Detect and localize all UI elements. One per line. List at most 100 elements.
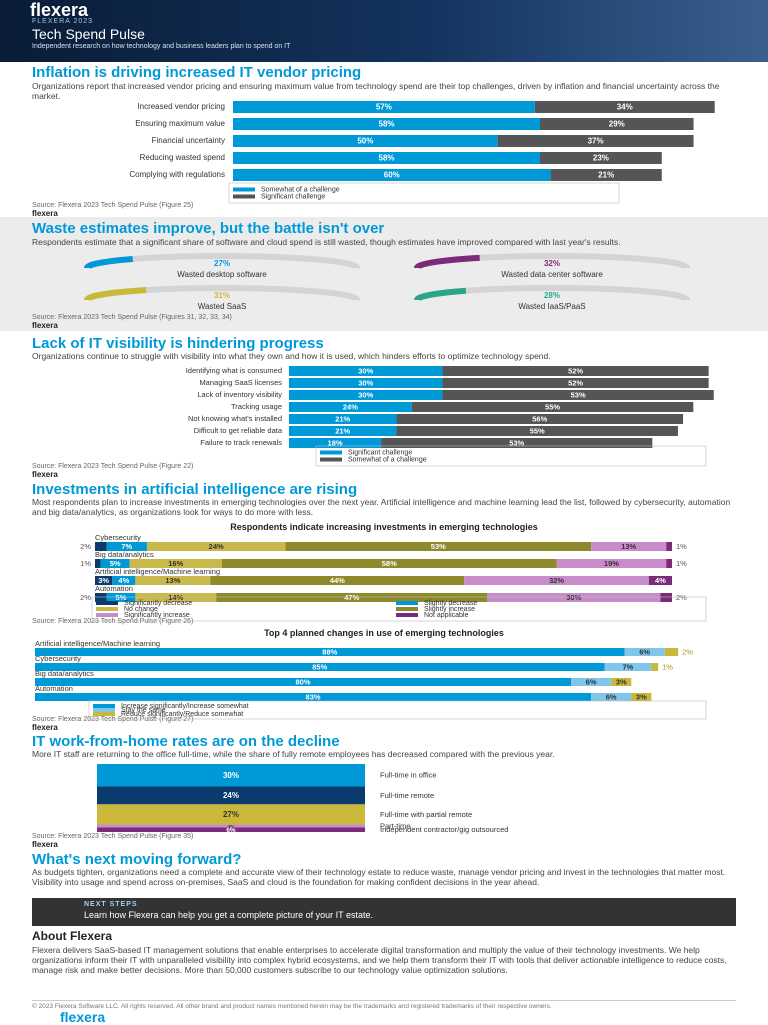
section-title: Inflation is driving increased IT vendor… bbox=[32, 64, 362, 81]
legend-label: Somewhat of a challenge bbox=[261, 186, 340, 193]
section-title: Investments in artificial intelligence a… bbox=[32, 481, 358, 498]
bar-segment bbox=[210, 576, 465, 585]
bar-segment bbox=[95, 593, 107, 602]
bar-segment bbox=[540, 152, 662, 164]
value-label: 85% bbox=[312, 662, 327, 671]
section-title: What's next moving forward? bbox=[32, 851, 242, 868]
value-label: 57% bbox=[376, 103, 392, 112]
category-label: Difficult to get reliable data bbox=[194, 426, 283, 435]
footer-logo: flexera bbox=[60, 1009, 106, 1025]
bar-segment bbox=[534, 101, 715, 113]
value-label: 29% bbox=[609, 120, 625, 129]
bar-segment bbox=[289, 378, 443, 388]
value-label: 24% bbox=[223, 791, 239, 800]
value-label: 4% bbox=[118, 576, 129, 585]
value-label: 4% bbox=[227, 824, 235, 830]
value-label: 21% bbox=[598, 171, 614, 180]
legend-label: Slightly increase bbox=[424, 606, 475, 613]
source: Source: Flexera 2023 Tech Spend Pulse (F… bbox=[32, 618, 194, 625]
bar-segment bbox=[97, 804, 365, 825]
category-label: Ensuring maximum value bbox=[135, 119, 225, 128]
bar-segment bbox=[591, 542, 667, 551]
value-label: 1% bbox=[676, 559, 687, 568]
section-title: IT work-from-home rates are on the decli… bbox=[32, 733, 340, 750]
category-label: Part-time bbox=[380, 822, 410, 831]
category-label: Artificial intelligence/Machine learning bbox=[95, 567, 220, 576]
section-text: Organizations continue to struggle with … bbox=[32, 351, 551, 361]
source-logo: flexera bbox=[32, 723, 58, 732]
category-label: Independent contractor/gig outsourced bbox=[380, 825, 508, 834]
source: Source: Flexera 2023 Tech Spend Pulse (F… bbox=[32, 463, 194, 470]
value-label: 24% bbox=[343, 402, 358, 411]
legend-swatch bbox=[96, 601, 118, 605]
bar-segment bbox=[97, 824, 365, 828]
bar-segment bbox=[591, 693, 632, 701]
value-label: 7% bbox=[121, 542, 132, 551]
bar-segment bbox=[97, 786, 365, 805]
category-label: Lack of inventory visibility bbox=[197, 390, 282, 399]
legend-label: Slightly decrease bbox=[424, 600, 477, 607]
category-label: Reducing wasted spend bbox=[140, 153, 225, 162]
bar-segment bbox=[97, 764, 365, 787]
category-label: Automation bbox=[35, 684, 73, 693]
bar-segment bbox=[487, 593, 661, 602]
gauge-arc bbox=[414, 254, 480, 270]
category-label: Full-time remote bbox=[380, 791, 434, 800]
value-label: 24% bbox=[209, 542, 224, 551]
value-label: 3% bbox=[616, 677, 627, 686]
value-label: 2% bbox=[676, 593, 687, 602]
bar-segment bbox=[540, 118, 694, 130]
value-label: 14% bbox=[168, 593, 183, 602]
category-label: Financial uncertainty bbox=[152, 136, 225, 145]
value-label: 1% bbox=[80, 559, 91, 568]
about-text: Flexera delivers SaaS-based IT managemen… bbox=[32, 945, 727, 975]
value-label: 58% bbox=[379, 154, 395, 163]
category-label: Increased vendor pricing bbox=[137, 102, 225, 111]
bar-segment bbox=[289, 414, 397, 424]
bar-segment bbox=[497, 135, 694, 147]
section-text: Organizations report that increased vend… bbox=[32, 81, 720, 101]
footer-copyright: © 2023 Flexera Software LLC. All rights … bbox=[32, 1003, 552, 1010]
bar-segment bbox=[135, 593, 217, 602]
source: Source: Flexera 2023 Tech Spend Pulse (F… bbox=[32, 833, 194, 840]
chart-title: Respondents indicate increasing investme… bbox=[230, 522, 538, 532]
value-label: 13% bbox=[621, 542, 636, 551]
value-label: 5% bbox=[116, 593, 127, 602]
bar-segment bbox=[442, 366, 709, 376]
bar-segment bbox=[396, 426, 678, 436]
bar-segment bbox=[135, 576, 211, 585]
value-label: 23% bbox=[593, 154, 609, 163]
section-band bbox=[0, 217, 768, 331]
value-label: 50% bbox=[357, 137, 373, 146]
footer-rule bbox=[32, 1000, 736, 1001]
bar-segment bbox=[233, 135, 498, 147]
value-label: 55% bbox=[545, 402, 560, 411]
bar-segment bbox=[631, 693, 652, 701]
category-label: Artificial intelligence/Machine learning bbox=[35, 639, 160, 648]
about-title: About Flexera bbox=[32, 929, 113, 943]
category-label: Wasted IaaS/PaaS bbox=[518, 302, 585, 311]
bar-segment bbox=[666, 542, 672, 551]
legend-swatch bbox=[396, 607, 418, 611]
legend-label: Significantly increase bbox=[124, 612, 190, 619]
value-label: 6% bbox=[226, 827, 236, 834]
bar-segment bbox=[100, 559, 130, 568]
value-label: 52% bbox=[568, 366, 583, 375]
bar-segment bbox=[233, 101, 535, 113]
value-label: 83% bbox=[306, 692, 321, 701]
value-label: 2% bbox=[80, 593, 91, 602]
bar-segment bbox=[624, 648, 665, 656]
value-label: 34% bbox=[617, 103, 633, 112]
category-label: Failure to track renewals bbox=[200, 438, 282, 447]
bar-segment bbox=[106, 593, 136, 602]
legend-label: No change bbox=[124, 606, 158, 613]
bar-segment bbox=[464, 576, 649, 585]
source: Source: Flexera 2023 Tech Spend Pulse (F… bbox=[32, 314, 232, 321]
category-label: Managing SaaS licenses bbox=[199, 378, 282, 387]
legend-box bbox=[228, 182, 620, 204]
category-label: Cybersecurity bbox=[95, 533, 141, 542]
value-label: 27% bbox=[223, 810, 239, 819]
value-label: 3% bbox=[98, 576, 109, 585]
value-label: 21% bbox=[335, 414, 350, 423]
